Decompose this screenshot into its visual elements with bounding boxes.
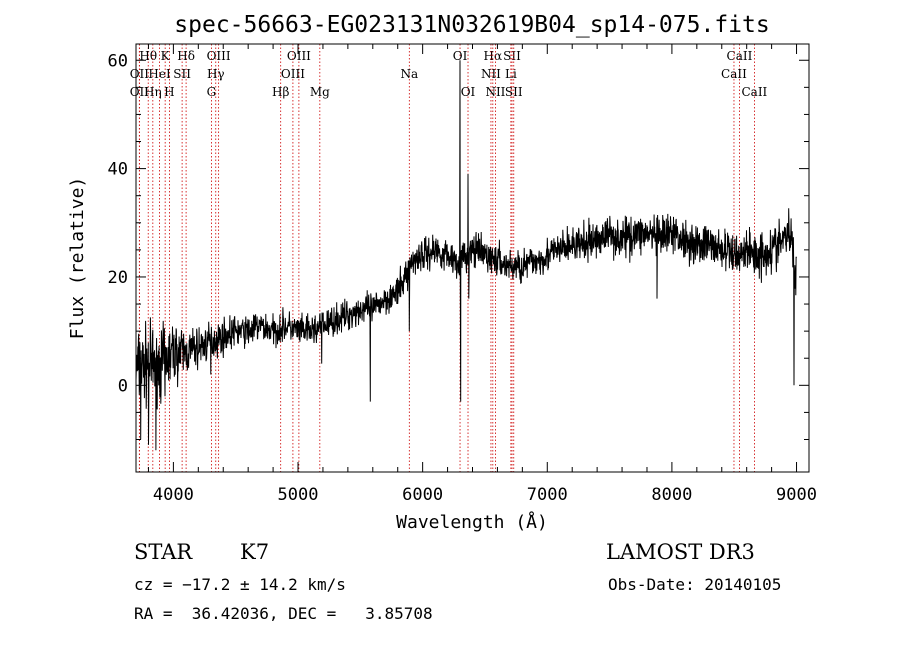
marker-label-27: CaII — [741, 85, 767, 99]
marker-label-21: NII — [481, 67, 501, 81]
x-tick-label-7000: 7000 — [527, 485, 568, 505]
marker-label-6: H — [164, 85, 174, 99]
x-tick-label-8000: 8000 — [651, 485, 692, 505]
marker-label-26: CaII — [721, 67, 747, 81]
survey-label: LAMOST DR3 — [606, 540, 755, 564]
marker-label-20: SII — [503, 49, 521, 63]
marker-label-7: SII — [173, 67, 191, 81]
marker-label-14: OIII — [281, 67, 305, 81]
marker-label-5: K — [161, 49, 171, 63]
marker-label-1: OII — [130, 67, 150, 81]
y-tick-label-20: 20 — [108, 268, 128, 288]
y-tick-label-0: 0 — [118, 376, 128, 396]
plot-frame — [135, 43, 810, 473]
marker-label-3: Hη — [144, 85, 162, 99]
x-tick-label-5000: 5000 — [278, 485, 319, 505]
marker-label-9: OIII — [207, 49, 231, 63]
coordinates-label: RA = 36.42036, DEC = 3.85708 — [134, 604, 433, 623]
y-axis-label: Flux (relative) — [67, 177, 88, 340]
marker-label-18: OI — [461, 85, 476, 99]
marker-label-11: G — [207, 85, 217, 99]
y-tick-label-60: 60 — [108, 51, 128, 71]
class-label: STAR — [134, 540, 193, 564]
marker-label-22: Li — [505, 67, 517, 81]
marker-label-8: Hδ — [177, 49, 195, 63]
spectrum-line — [135, 60, 797, 451]
x-tick-label-6000: 6000 — [402, 485, 443, 505]
marker-label-13: OIII — [287, 49, 311, 63]
marker-label-16: Na — [400, 67, 418, 81]
marker-label-4: HeI — [148, 67, 171, 81]
marker-label-10: Hγ — [207, 67, 225, 81]
redshift-label: cz = −17.2 ± 14.2 km/s — [134, 575, 346, 594]
marker-label-17: OI — [453, 49, 468, 63]
marker-label-12: Hβ — [272, 85, 289, 99]
marker-label-23: NII — [485, 85, 505, 99]
y-axis: 0 20 40 60 — [108, 51, 809, 440]
marker-label-24: SII — [505, 85, 523, 99]
x-tick-label-4000: 4000 — [153, 485, 194, 505]
x-axis: 4000 5000 6000 7000 8000 9000 — [147, 44, 817, 505]
x-axis-label: Wavelength (Å) — [396, 511, 548, 533]
subclass-label: K7 — [240, 540, 270, 564]
x-tick-label-9000: 9000 — [776, 485, 817, 505]
marker-label-19: Hα — [484, 49, 503, 63]
marker-label-0: Hθ — [139, 49, 157, 63]
obs-date-label: Obs-Date: 20140105 — [608, 575, 782, 594]
marker-label-25: CaII — [727, 49, 753, 63]
marker-label-15: Mg — [310, 85, 330, 99]
marker-label-2: OII — [130, 85, 150, 99]
y-tick-label-40: 40 — [108, 160, 128, 180]
chart-title: spec-56663-EG023131N032619B04_sp14-075.f… — [174, 12, 769, 38]
